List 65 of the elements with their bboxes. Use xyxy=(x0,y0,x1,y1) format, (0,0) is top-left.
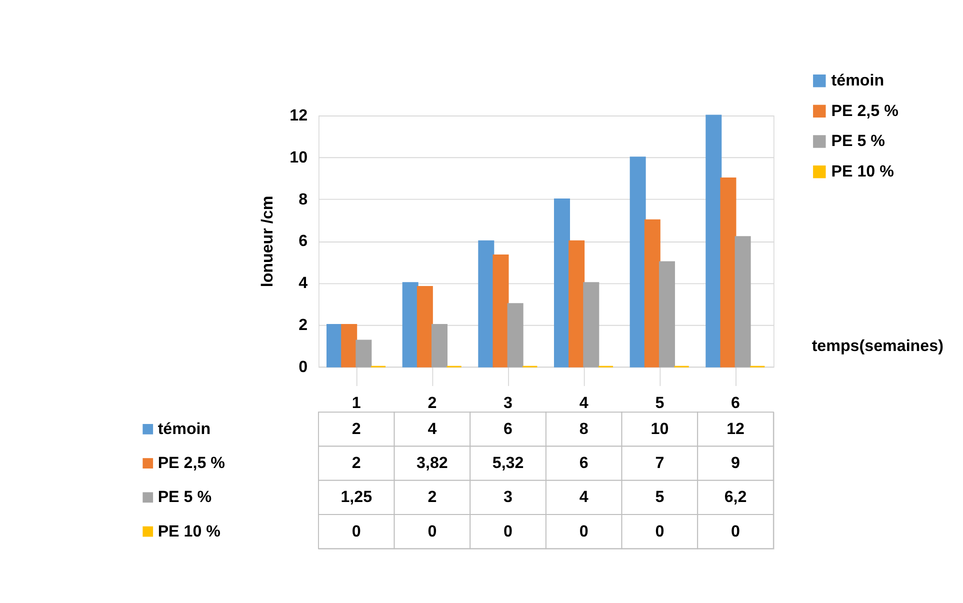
bar xyxy=(402,282,418,368)
bar xyxy=(478,240,494,368)
x-tick-label: 1 xyxy=(352,394,361,412)
data-label: 6 xyxy=(504,420,513,438)
data-label: 1,25 xyxy=(340,488,372,506)
data-label: 12 xyxy=(726,420,745,438)
data-label: 6 xyxy=(579,454,588,472)
bar xyxy=(326,324,343,368)
data-label: 0 xyxy=(352,522,361,540)
y-axis-title: lonueur /cm xyxy=(258,196,277,288)
x-tick-label: 6 xyxy=(731,394,740,412)
y-tick-label: 6 xyxy=(298,232,308,250)
bar xyxy=(630,156,646,368)
data-label: 3,82 xyxy=(416,454,448,472)
bar xyxy=(507,303,524,368)
bar xyxy=(658,261,675,368)
data-label: 0 xyxy=(428,522,437,540)
y-tick-label: 2 xyxy=(298,316,308,334)
data-label: 0 xyxy=(655,522,664,540)
y-tick-label: 0 xyxy=(298,358,308,376)
bar xyxy=(356,340,372,368)
y-tick-label: 10 xyxy=(290,148,308,167)
bar xyxy=(706,114,722,368)
x-tick-label: 3 xyxy=(504,394,513,412)
x-tick-label: 4 xyxy=(579,394,588,412)
y-tick-label: 8 xyxy=(298,190,308,208)
data-label: 2 xyxy=(352,454,361,472)
bar xyxy=(583,282,600,368)
data-label: 6,2 xyxy=(724,488,747,506)
data-label: 5,32 xyxy=(492,454,524,472)
bar xyxy=(416,286,433,368)
x-tick-label: 2 xyxy=(428,394,437,412)
text: PE 5 % xyxy=(158,488,212,506)
y-tick-label: 4 xyxy=(298,274,308,292)
bar xyxy=(734,236,751,368)
data-label: 8 xyxy=(579,420,588,438)
bar xyxy=(492,254,509,368)
data-label: 0 xyxy=(504,522,513,540)
text: témoin xyxy=(158,420,211,438)
bar xyxy=(554,198,570,368)
data-label: 2 xyxy=(428,488,437,506)
legend-label: PE 2,5 % xyxy=(831,102,898,120)
data-label: 9 xyxy=(731,454,740,472)
bar xyxy=(432,324,448,368)
data-label: 5 xyxy=(655,488,664,506)
data-label: 3 xyxy=(504,488,513,506)
legend-label: PE 10 % xyxy=(831,162,894,181)
y-tick-label: 12 xyxy=(290,106,308,125)
bar xyxy=(644,219,660,368)
legend-label: PE 5 % xyxy=(831,132,885,150)
data-label: 2 xyxy=(352,420,361,438)
data-label: 0 xyxy=(731,522,740,540)
data-label: 4 xyxy=(428,420,437,438)
text: PE 2,5 % xyxy=(158,454,225,472)
data-label: 4 xyxy=(579,488,588,506)
text: PE 10 % xyxy=(158,522,220,540)
x-tick-label: 5 xyxy=(655,394,664,412)
legend-label: témoin xyxy=(831,72,884,90)
bar xyxy=(341,324,358,368)
bar xyxy=(568,240,585,368)
data-label: 0 xyxy=(579,522,588,540)
x-axis-title: temps(semaines) xyxy=(812,336,944,355)
data-label: 7 xyxy=(655,454,664,472)
data-label: 10 xyxy=(650,420,669,438)
bar xyxy=(720,178,736,368)
